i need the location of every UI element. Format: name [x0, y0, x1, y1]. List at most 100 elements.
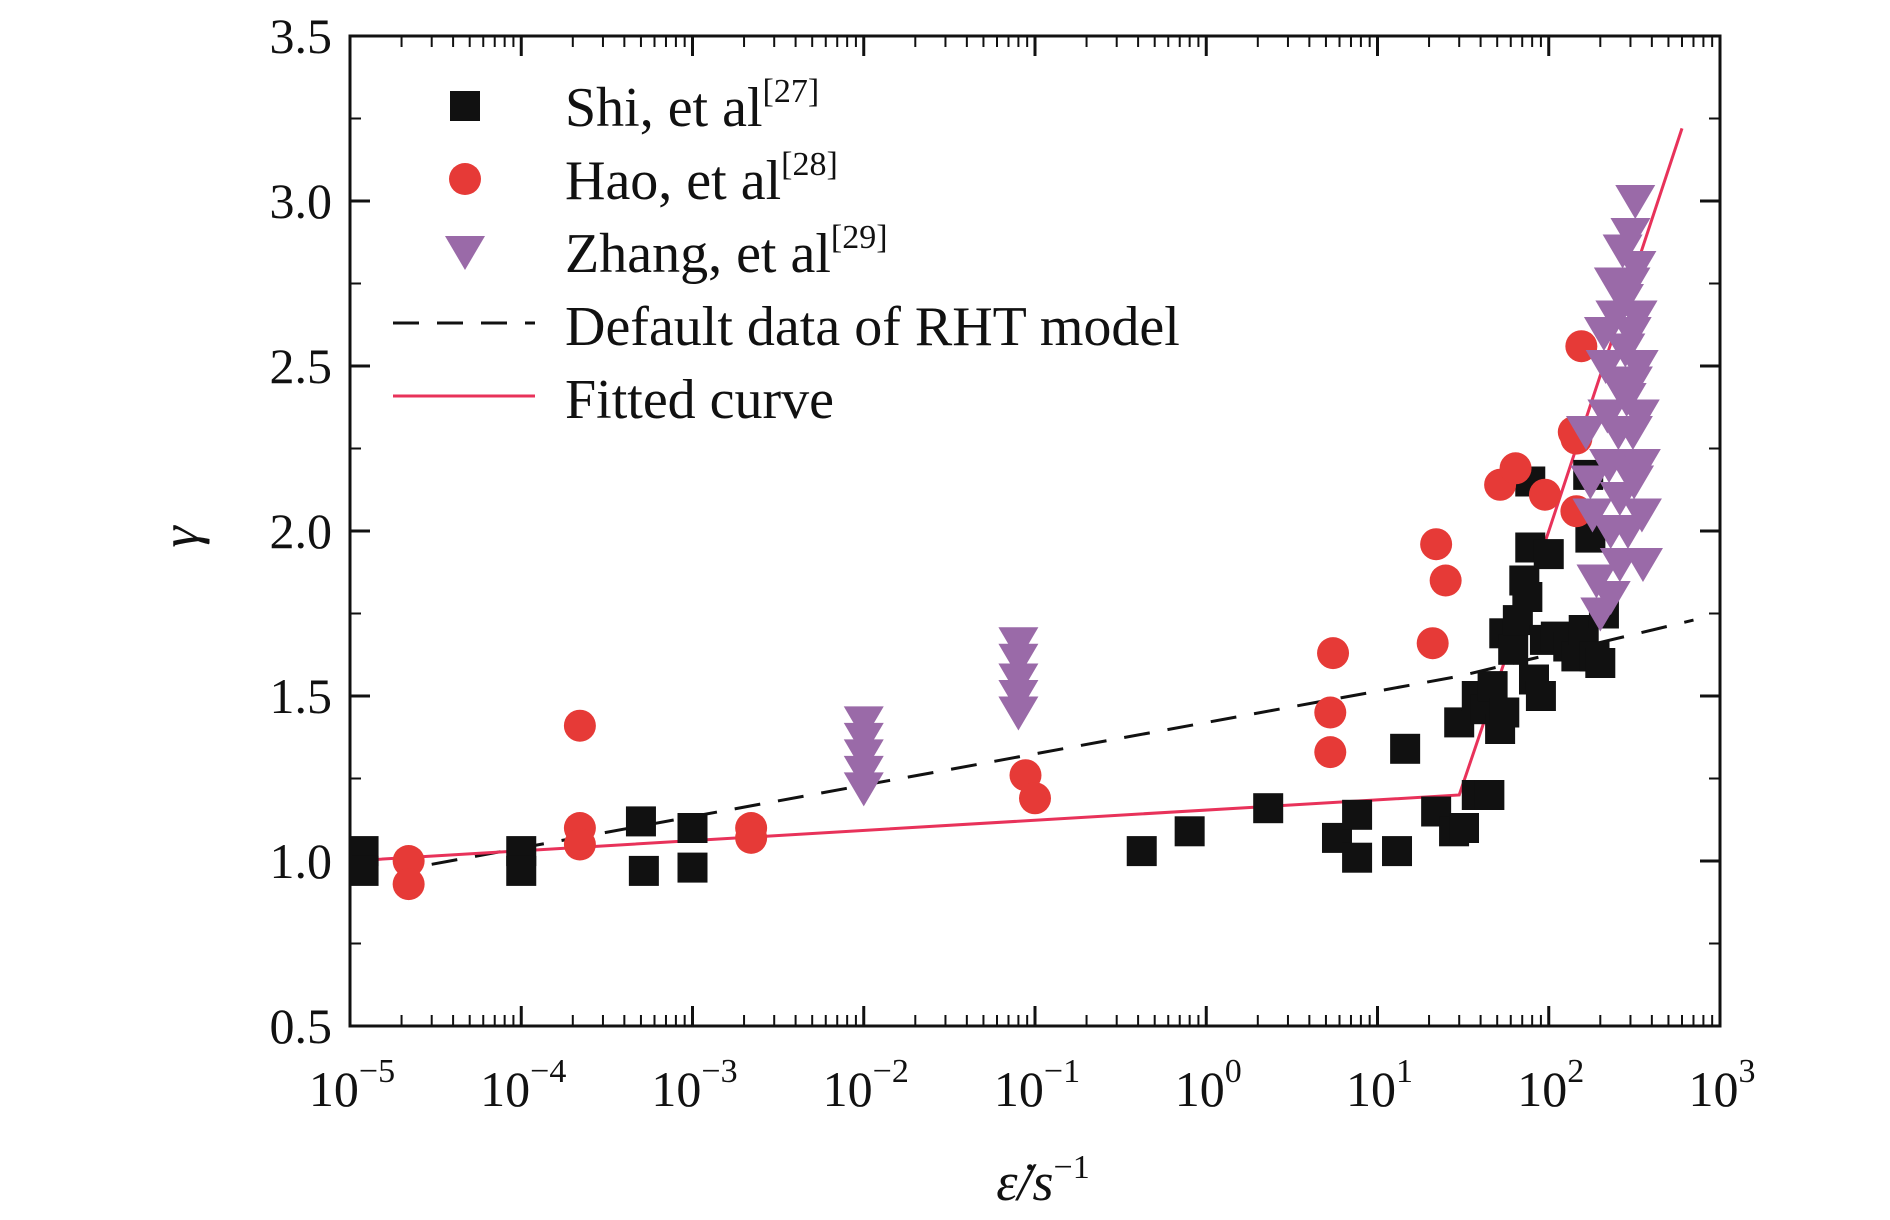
legend-label-reference: [29] — [831, 219, 888, 256]
x-tick-exponent: −5 — [359, 1053, 395, 1090]
x-tick-exponent: −1 — [1044, 1053, 1080, 1090]
x-tick-label: 10−5 — [309, 1053, 395, 1117]
data-point-circle — [1416, 627, 1449, 660]
data-point-triangle-down — [1619, 399, 1660, 434]
y-axis-label: γ — [150, 525, 210, 548]
data-point-square — [348, 855, 379, 886]
data-point-triangle-down — [1622, 548, 1663, 582]
data-point-square — [1444, 707, 1475, 738]
data-point-triangle-down — [1620, 449, 1661, 483]
x-tick-exponent: −4 — [530, 1053, 566, 1090]
x-axis-label-exponent: −1 — [1054, 1149, 1090, 1186]
y-tick-label: 1.5 — [270, 668, 333, 724]
data-point-square — [1342, 799, 1373, 830]
x-tick-exponent: −3 — [701, 1053, 737, 1090]
data-point-square — [677, 852, 708, 883]
data-point-triangle-down — [1565, 416, 1606, 450]
data-point-square — [1585, 648, 1616, 678]
x-tick-label: 10−3 — [651, 1053, 737, 1117]
data-point-triangle-down — [843, 772, 884, 807]
legend-label: Fitted curve — [565, 369, 834, 431]
x-tick-base: 10 — [994, 1061, 1044, 1117]
data-point-square — [1533, 539, 1564, 570]
y-tick-label: 1.0 — [270, 833, 333, 889]
data-point-circle — [1317, 637, 1350, 670]
legend-label-name: Hao, et al — [565, 150, 781, 212]
legend-label: Shi, et al[27] — [565, 73, 819, 139]
data-point-circle — [1528, 478, 1561, 511]
x-tick-base: 10 — [823, 1061, 873, 1117]
legend-label-reference: [27] — [763, 73, 820, 110]
data-point-circle — [1019, 782, 1051, 815]
x-tick-label: 10−2 — [823, 1053, 909, 1117]
data-point-square — [1525, 681, 1556, 711]
x-tick-label: 102 — [1517, 1053, 1584, 1117]
data-point-triangle-down — [1621, 498, 1662, 533]
x-tick-label: 101 — [1346, 1053, 1413, 1117]
legend-label-name: Shi, et al — [565, 77, 763, 139]
x-tick-label: 100 — [1175, 1053, 1242, 1117]
x-tick-label: 10−1 — [994, 1053, 1080, 1117]
plot-frame — [348, 34, 1722, 1028]
data-point-triangle-down — [1617, 300, 1658, 335]
data-point-circle — [1314, 736, 1347, 769]
y-tick-label: 0.5 — [270, 998, 333, 1054]
legend-label-name: Fitted curve — [565, 369, 834, 431]
data-point-square — [1489, 697, 1520, 728]
markers-layer — [348, 185, 1663, 901]
data-point-triangle-down — [1618, 350, 1659, 384]
data-point-square — [628, 855, 659, 886]
data-point-circle — [563, 709, 596, 742]
data-point-circle — [1499, 452, 1532, 485]
data-point-triangle-down — [1615, 185, 1656, 219]
legend-label-name: Zhang, et al — [565, 223, 831, 285]
minor-ticks — [350, 36, 1720, 1026]
x-tick-exponent: 3 — [1739, 1053, 1756, 1090]
data-point-square — [1253, 793, 1284, 824]
data-point-square — [1126, 836, 1157, 867]
data-point-square — [1474, 780, 1505, 810]
y-tick-label: 2.5 — [270, 338, 333, 394]
y-tick-label: 3.0 — [270, 173, 333, 229]
data-point-triangle-down — [1610, 218, 1651, 252]
x-tick-base: 10 — [480, 1061, 530, 1117]
y-tick-labels: 0.5 1.0 1.5 2.0 2.5 3.0 3.5 — [270, 8, 333, 1054]
legend-label: Default data of RHT model — [565, 296, 1180, 358]
data-point-circle — [1314, 696, 1347, 729]
x-axis-label: ε̇/s−1 — [996, 1149, 1089, 1212]
data-point-square — [1342, 842, 1373, 873]
data-point-circle — [1429, 564, 1462, 597]
data-point-triangle-down — [1616, 251, 1657, 285]
legend-label-name: Default data of RHT model — [565, 296, 1180, 358]
data-point-square — [1477, 671, 1508, 702]
data-point-square — [625, 806, 656, 837]
x-tick-exponent: −2 — [873, 1053, 909, 1090]
x-tick-exponent: 1 — [1396, 1053, 1413, 1090]
data-point-square — [1512, 582, 1543, 612]
data-point-triangle-down — [1570, 465, 1611, 500]
x-tick-exponent: 0 — [1225, 1053, 1242, 1090]
data-point-square — [506, 855, 537, 886]
data-point-circle — [392, 845, 425, 877]
legend-symbol-triangle-down — [445, 236, 485, 270]
data-point-triangle-down — [998, 643, 1039, 678]
x-tick-base: 10 — [1689, 1061, 1739, 1117]
data-point-triangle-down — [1590, 581, 1631, 615]
x-tick-base: 10 — [651, 1061, 701, 1117]
x-tick-labels: 10−5 10−4 10−3 10−2 10−1 100 101 102 103 — [309, 1053, 1756, 1117]
x-tick-base: 10 — [1346, 1061, 1396, 1117]
x-tick-label: 103 — [1689, 1053, 1756, 1117]
data-point-triangle-down — [998, 696, 1039, 731]
x-tick-base: 10 — [1517, 1061, 1567, 1117]
data-point-square — [677, 813, 708, 843]
y-tick-label: 2.0 — [270, 503, 333, 559]
data-point-square — [1390, 733, 1421, 764]
data-point-square — [1498, 634, 1529, 665]
data-point-square — [1382, 836, 1413, 867]
legend-label: Hao, et al[28] — [565, 146, 838, 212]
data-point-square — [1174, 816, 1205, 847]
data-point-circle — [735, 821, 768, 854]
data-point-square — [1449, 813, 1480, 843]
legend-symbol-circle — [449, 163, 481, 195]
